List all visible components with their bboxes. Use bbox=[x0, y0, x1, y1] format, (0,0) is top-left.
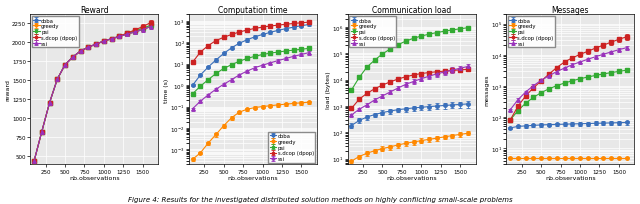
Legend: cbba, greedy, psi, s.dcop (dpop), ssi: cbba, greedy, psi, s.dcop (dpop), ssi bbox=[32, 17, 79, 48]
X-axis label: nb.observations: nb.observations bbox=[228, 175, 278, 180]
Y-axis label: messages: messages bbox=[484, 74, 490, 106]
Text: Figure 4: Results for the investigated distributed solution methods on highly co: Figure 4: Results for the investigated d… bbox=[128, 196, 512, 202]
Title: Computation time: Computation time bbox=[218, 6, 287, 14]
Legend: cbba, greedy, psi, s.dcop (dpop), ssi: cbba, greedy, psi, s.dcop (dpop), ssi bbox=[268, 132, 316, 163]
Y-axis label: reward: reward bbox=[6, 79, 10, 101]
Legend: cbba, greedy, psi, s.dcop (dpop), ssi: cbba, greedy, psi, s.dcop (dpop), ssi bbox=[349, 17, 396, 48]
Title: Messages: Messages bbox=[552, 6, 589, 14]
Y-axis label: time (s): time (s) bbox=[164, 78, 169, 102]
X-axis label: nb.observations: nb.observations bbox=[545, 175, 596, 180]
Legend: cbba, greedy, psi, s.dcop (dpop), ssi: cbba, greedy, psi, s.dcop (dpop), ssi bbox=[508, 17, 555, 48]
X-axis label: nb.observations: nb.observations bbox=[387, 175, 437, 180]
Title: Communication load: Communication load bbox=[372, 6, 451, 14]
Title: Reward: Reward bbox=[80, 6, 109, 14]
Y-axis label: load (bytes): load (bytes) bbox=[326, 71, 331, 109]
X-axis label: nb.observations: nb.observations bbox=[69, 175, 120, 180]
